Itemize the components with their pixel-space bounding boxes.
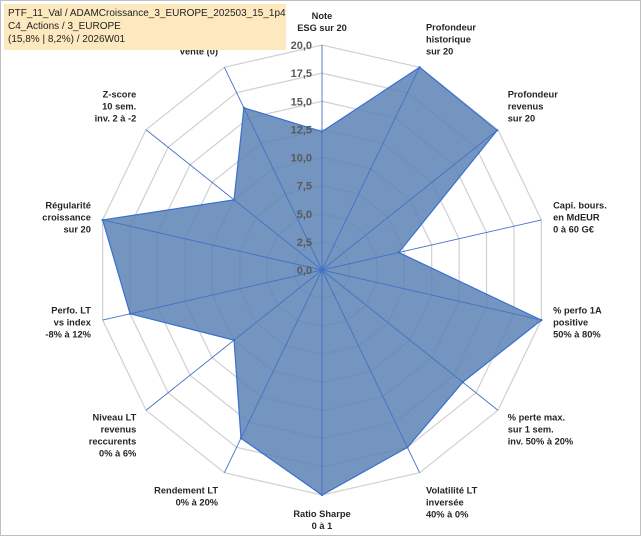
category-label-perte-max: % perte max. sur 1 sem. inv. 50% à 20% — [508, 413, 574, 447]
tick-label-1: 2,5 — [297, 237, 312, 249]
axis-spoke-perfo-1a — [321, 269, 542, 321]
category-label-capi-bours: Capi. bours. en MdEUR 0 à 60 G€ — [553, 201, 607, 235]
data-point-profondeur-historique — [418, 66, 421, 69]
tick-label-2: 5,0 — [297, 209, 312, 221]
tick-label-5: 12,5 — [291, 124, 312, 136]
category-label-volatilite-lt: Volatilité LT inversée 40% à 0% — [426, 486, 478, 520]
category-label-rendement-lt: Rendement LT 0% à 20% — [154, 486, 219, 508]
axis-spoke-profondeur-historique — [321, 67, 421, 271]
data-point-perte-max — [461, 381, 464, 384]
data-point-volatilite-lt — [406, 446, 409, 449]
axis-spoke-perfo-lt — [102, 269, 323, 321]
data-point-niveau-lt-revenus — [232, 338, 236, 342]
category-label-note-esg: Note ESG sur 20 — [297, 11, 347, 33]
tick-label-6: 15,0 — [291, 96, 312, 108]
category-label-perfo-lt: Perfo. LT vs index -8% à 12% — [45, 305, 91, 339]
data-point-ratio-sharpe — [320, 493, 324, 497]
tick-label-3: 7,5 — [297, 181, 312, 193]
category-label-profondeur-revenus: Profondeur revenus sur 20 — [508, 89, 558, 123]
data-point-note-esg — [320, 130, 324, 133]
axis-spoke-regularite-croissance — [102, 219, 323, 271]
data-point-capi-bours — [397, 251, 400, 254]
category-label-niveau-lt-revenus: Niveau LT revenus reccurents 0% à 6% — [89, 413, 137, 459]
data-point-regularite-croissance — [101, 218, 104, 222]
data-point-profondeur-revenus — [495, 129, 499, 132]
category-label-perfo-1a: % perfo 1A positive 50% à 80% — [553, 305, 602, 339]
title-line-3: (15,8% | 8,2%) / 2026W01 — [8, 34, 126, 45]
axis-spoke-capi-bours — [321, 219, 542, 271]
axis-spoke-perte-max — [321, 269, 499, 411]
tick-label-4: 10,0 — [291, 153, 312, 165]
title-line-2: C4_Actions / 3_EUROPE — [8, 21, 121, 32]
tick-label-0: 0,0 — [297, 265, 312, 277]
category-label-z-score: Z-score 10 sem. inv. 2 à -2 — [95, 89, 137, 123]
category-label-ratio-sharpe: Ratio Sharpe 0 à 1 — [293, 509, 350, 531]
data-point-perfo-1a — [540, 318, 543, 322]
tick-label-7: 17,5 — [291, 68, 312, 80]
category-label-profondeur-historique: Profondeur historique sur 20 — [426, 22, 476, 56]
category-label-regularite-croissance: Régularité croissance sur 20 — [42, 201, 91, 235]
data-point-momentum — [242, 106, 246, 110]
data-point-z-score — [232, 198, 236, 202]
axis-spoke-profondeur-revenus — [321, 129, 499, 271]
tick-label-8: 20,0 — [291, 40, 312, 52]
chart-title-box: PTF_11_Val / ADAMCroissance_3_EUROPE_202… — [4, 4, 286, 50]
axis-spoke-momentum — [223, 67, 323, 271]
axis-spoke-volatilite-lt — [321, 269, 421, 473]
title-line-1: PTF_11_Val / ADAMCroissance_3_EUROPE_202… — [8, 8, 286, 19]
data-point-perfo-lt — [128, 312, 132, 316]
data-point-rendement-lt — [239, 437, 243, 440]
